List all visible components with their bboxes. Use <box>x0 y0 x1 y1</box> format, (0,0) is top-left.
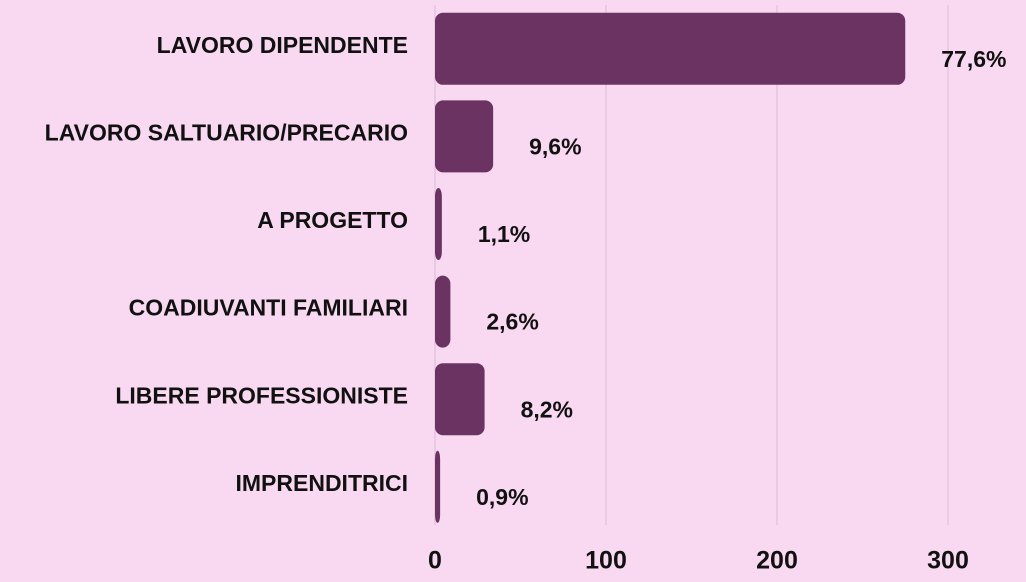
x-tick-label: 300 <box>927 547 969 575</box>
x-tick-label: 100 <box>585 547 627 575</box>
category-label: LAVORO DIPENDENTE <box>157 32 408 58</box>
category-label: A PROGETTO <box>257 207 408 233</box>
x-tick-label: 0 <box>428 547 442 575</box>
bar <box>435 275 451 348</box>
bar <box>435 450 441 523</box>
category-label: IMPRENDITRICI <box>236 470 409 496</box>
bar <box>435 12 906 85</box>
x-tick-label: 200 <box>756 547 798 575</box>
bar <box>435 100 494 173</box>
value-label: 9,6% <box>529 133 581 159</box>
category-label: COADIUVANTI FAMILIARI <box>129 295 408 321</box>
category-label: LAVORO SALTUARIO/PRECARIO <box>45 119 408 145</box>
value-label: 2,6% <box>486 309 538 335</box>
category-label: LIBERE PROFESSIONISTE <box>115 382 408 408</box>
value-label: 0,9% <box>476 484 528 510</box>
value-label: 1,1% <box>478 221 530 247</box>
value-label: 8,2% <box>521 396 573 422</box>
value-label: 77,6% <box>941 46 1006 72</box>
bar <box>435 363 485 436</box>
bar <box>435 188 442 260</box>
